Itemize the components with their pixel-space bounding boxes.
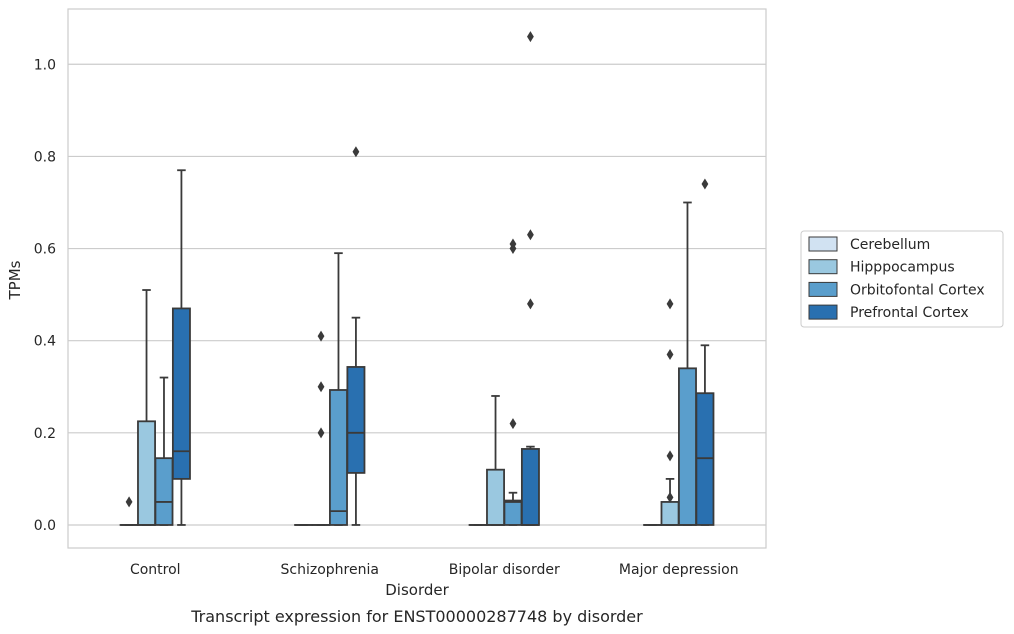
outlier-point xyxy=(666,491,674,503)
legend-swatch xyxy=(808,304,838,320)
box-body xyxy=(154,457,174,526)
y-tick-label: 0.6 xyxy=(34,242,56,258)
box-4-4 xyxy=(695,178,715,526)
chart-caption: Transcript expression for ENST0000028774… xyxy=(190,607,643,626)
legend: Cerebellum Hipppocampus Orbitofontal Corte… xyxy=(800,230,1004,328)
box-1-1 xyxy=(119,496,139,526)
outlier-point xyxy=(666,349,674,361)
box-2-3 xyxy=(486,395,505,526)
outlier-point xyxy=(317,330,325,342)
outlier-point xyxy=(509,238,517,250)
legend-label: Hipppocampus xyxy=(850,260,955,276)
y-axis-label: TPMs xyxy=(6,260,24,300)
box-body xyxy=(137,420,156,526)
box-body xyxy=(520,448,540,526)
box-body xyxy=(171,307,191,480)
outlier-point xyxy=(666,450,674,462)
outlier-point xyxy=(666,298,674,310)
outlier-point xyxy=(527,229,534,241)
box-body xyxy=(678,367,697,526)
legend-swatch xyxy=(808,236,838,252)
legend-frame xyxy=(800,230,1004,328)
box-body xyxy=(660,501,680,526)
x-tick-label: Control xyxy=(130,562,181,578)
legend-swatch xyxy=(808,281,838,297)
y-tick-label: 0.0 xyxy=(34,518,56,534)
legend-label: Orbitofontal Cortex xyxy=(850,282,985,298)
box-4-2 xyxy=(346,146,366,526)
x-axis-label: Disorder xyxy=(385,581,449,599)
plot-frame xyxy=(67,8,767,549)
x-tick-labels: Control Schizophrenia Bipolar disorder Majo… xyxy=(130,562,739,578)
outlier-point xyxy=(527,31,534,43)
box-3-3 xyxy=(503,238,523,526)
y-tick-label: 0.4 xyxy=(34,334,56,350)
outlier-point xyxy=(125,496,133,508)
x-tick-label: Major depression xyxy=(619,562,739,578)
y-tick-label: 1.0 xyxy=(34,57,56,73)
box-body xyxy=(346,366,366,474)
box-2-1 xyxy=(137,289,156,526)
box-3-1 xyxy=(154,376,174,526)
legend-label: Cerebellum xyxy=(850,237,930,253)
box-4-3 xyxy=(520,31,540,526)
y-tick-label: 0.2 xyxy=(34,426,56,442)
box-body xyxy=(503,499,523,526)
box-body xyxy=(695,392,715,526)
legend-label: Prefrontal Cortex xyxy=(850,305,969,321)
outlier-point xyxy=(509,418,517,430)
legend-swatch xyxy=(808,259,838,275)
outlier-point xyxy=(317,381,325,393)
x-tick-label: Bipolar disorder xyxy=(449,562,560,578)
outlier-point xyxy=(317,427,325,439)
outlier-point xyxy=(352,146,360,158)
box-body xyxy=(329,389,348,526)
box-4-1 xyxy=(171,169,191,526)
outlier-point xyxy=(701,178,709,190)
y-tick-labels: 0.0 0.2 0.4 0.6 0.8 1.0 xyxy=(34,57,56,534)
y-tick-label: 0.8 xyxy=(34,149,56,165)
box-groups xyxy=(119,31,715,526)
outlier-point xyxy=(527,298,534,310)
box-2-4 xyxy=(660,298,680,526)
box-body xyxy=(486,468,505,526)
x-tick-label: Schizophrenia xyxy=(281,562,379,578)
